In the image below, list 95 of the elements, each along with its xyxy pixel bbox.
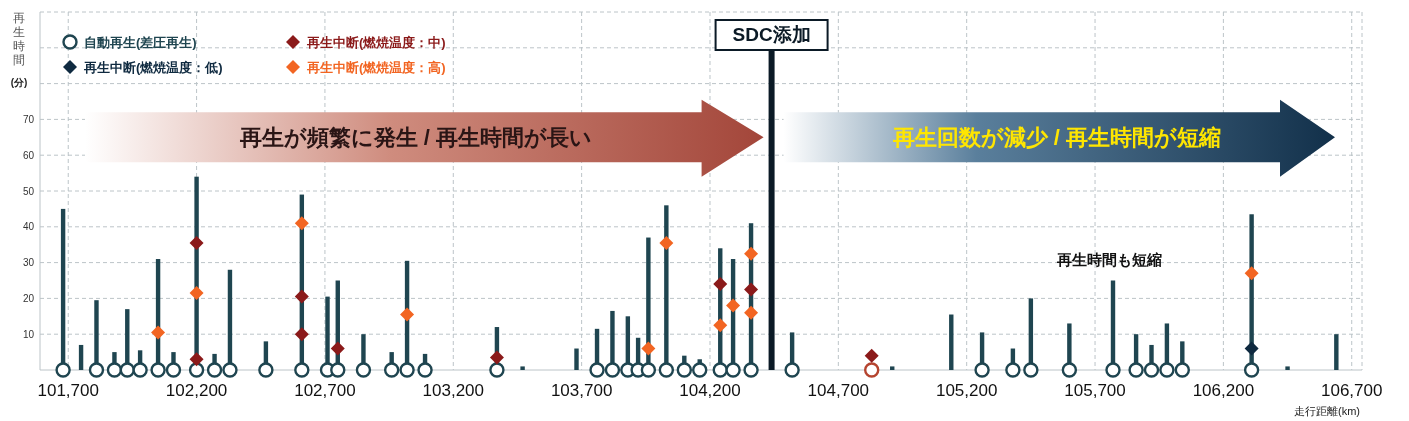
x-tick-label: 103,700 [550,381,613,400]
bar [574,348,579,370]
point [399,362,415,378]
point [189,352,204,367]
point [258,362,274,378]
point [400,307,415,322]
point [294,216,309,231]
point [1005,362,1021,378]
y-tick-label: 50 [22,185,35,197]
x-tick-label: 102,700 [294,381,356,400]
y-tick-label: 40 [22,221,35,233]
point [383,362,400,378]
point [676,362,693,378]
y-tick-label: 10 [22,328,35,340]
point [1159,362,1175,378]
y-tick-label: 20 [22,292,35,304]
x-tick-label: 105,700 [1064,381,1126,400]
point [743,362,759,378]
point [1061,362,1078,378]
point [189,235,204,250]
point [604,362,621,378]
bar [520,366,525,370]
point [744,246,759,261]
point [659,235,674,250]
x-tick-label: 101,700 [37,381,99,400]
point [692,362,708,378]
point [725,362,741,378]
y-tick-label: 30 [22,257,35,269]
y-axis-title: 再生時間(分) [10,11,28,88]
point [1244,341,1259,356]
point [713,277,728,292]
bar [1334,334,1339,370]
x-tick-label: 106,700 [1321,381,1383,400]
point [489,362,505,378]
point [1174,362,1191,378]
point [119,362,135,378]
x-tick-label: 104,700 [807,381,870,400]
point [974,362,990,378]
point [294,289,309,304]
x-tick-label: 102,200 [165,381,228,400]
point [330,362,346,378]
bar [78,344,84,370]
legend-label: 再生中断(燃焼温度：高) [306,59,446,75]
point [106,362,123,378]
point [712,362,728,378]
point [744,305,759,320]
point [1243,362,1260,378]
bar [890,366,895,370]
y-tick-label: 60 [22,149,35,161]
point [1023,362,1039,378]
point [641,341,656,356]
point [1105,362,1121,378]
point [206,362,223,378]
point [784,362,800,378]
point [150,362,166,378]
point [88,362,105,378]
y-tick-label: 70 [22,113,35,125]
point [589,362,605,378]
legend-label: 自動再生(差圧再生) [84,34,197,50]
bar [949,314,954,370]
point [726,298,741,313]
point [294,327,309,342]
legend-label: 再生中断(燃焼温度：低) [83,59,223,75]
point [658,362,675,378]
bar [1285,366,1290,370]
point [1128,362,1144,378]
x-axis-title: 走行距離(km) [1294,405,1360,417]
ref-line-label: SDC添加 [732,24,811,45]
point [417,362,433,378]
point [55,362,71,378]
point [355,362,372,378]
x-tick-label: 103,200 [422,381,485,400]
point [1244,266,1259,281]
point [640,362,657,378]
annotation: 再生時間も短縮 [1056,251,1163,268]
point [744,282,759,297]
point [188,362,205,378]
point [151,325,166,340]
point [330,341,345,356]
point [713,318,728,333]
point [132,362,148,378]
x-tick-label: 105,200 [935,381,998,400]
point [864,362,880,378]
x-tick-label: 104,200 [679,381,741,400]
point [165,362,182,378]
point [1143,362,1160,378]
x-tick-label: 106,200 [1192,381,1255,400]
point [189,286,204,301]
point [489,350,504,365]
point [222,362,238,378]
point [864,348,879,363]
point [294,362,310,378]
annotation: 再生回数が減少 / 再生時間が短縮 [891,125,1221,151]
annotation: 再生が頻繁に発生 / 再生時間が長い [238,125,592,151]
legend-label: 再生中断(燃焼温度：中) [306,34,446,50]
